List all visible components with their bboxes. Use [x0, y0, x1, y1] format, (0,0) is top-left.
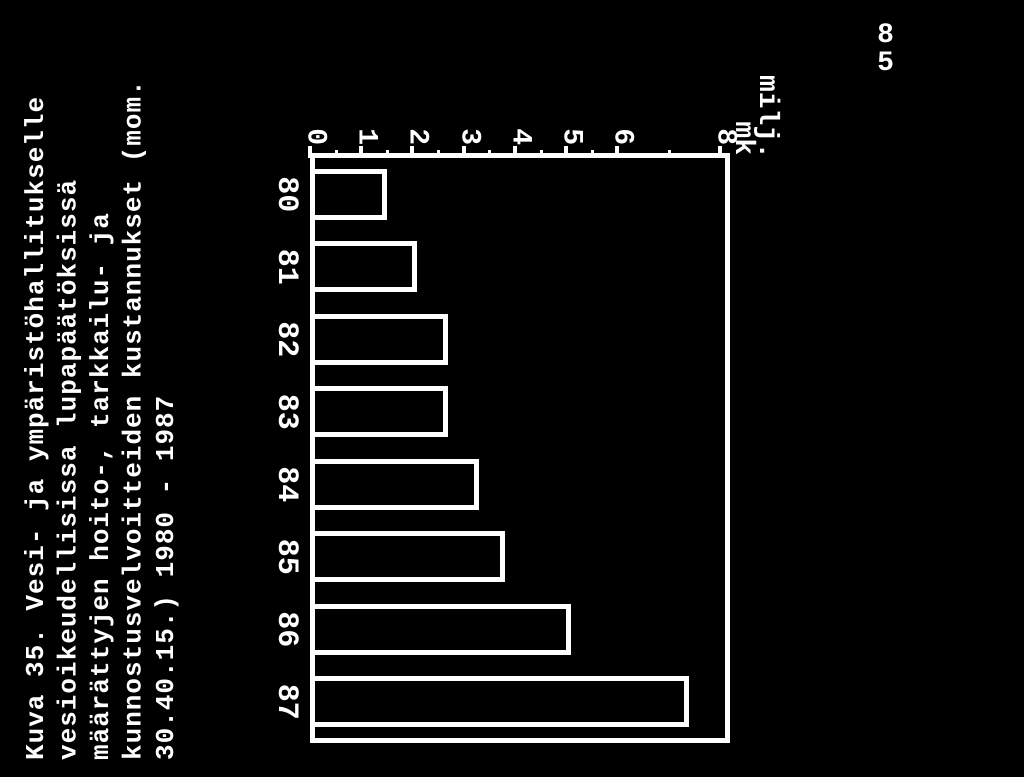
bar	[315, 169, 387, 220]
page-number: 85	[870, 20, 901, 76]
y-tick-label: 3	[453, 95, 484, 145]
x-tick-label: 83	[269, 394, 303, 430]
plot-area: 8081828384858687	[310, 153, 730, 743]
y-minor-tick	[591, 150, 594, 158]
bar	[315, 386, 448, 437]
y-minor-tick	[488, 150, 491, 158]
x-tick-label: 81	[269, 249, 303, 285]
x-tick-label: 87	[269, 684, 303, 720]
y-tick-label: 4	[505, 95, 536, 145]
y-tick-label: 0	[300, 95, 331, 145]
bar	[315, 676, 689, 727]
y-tick	[513, 146, 517, 158]
bar	[315, 314, 448, 365]
figure-caption: Kuva 35. Vesi- ja ympäristöhallitukselle…	[20, 20, 190, 760]
y-tick	[462, 146, 466, 158]
y-tick-label: 1	[351, 95, 382, 145]
bar	[315, 241, 418, 292]
y-tick-label: 5	[556, 95, 587, 145]
y-minor-tick	[386, 150, 389, 158]
y-tick	[718, 146, 722, 158]
bar	[315, 531, 505, 582]
y-tick-label: 2	[402, 95, 433, 145]
y-tick	[308, 146, 312, 158]
y-tick	[616, 146, 620, 158]
x-tick-label: 86	[269, 611, 303, 647]
y-minor-tick	[540, 150, 543, 158]
y-tick-label: 8	[710, 95, 741, 145]
x-tick-label: 84	[269, 466, 303, 502]
y-minor-tick	[335, 150, 338, 158]
x-tick-label: 80	[269, 176, 303, 212]
y-tick-label: 6	[607, 95, 638, 145]
bar-chart: milj.mk 01234568 8081828384858687	[125, 130, 845, 700]
y-minor-tick	[437, 150, 440, 158]
x-tick-label: 85	[269, 539, 303, 575]
bar	[315, 604, 571, 655]
y-tick	[411, 146, 415, 158]
y-tick	[564, 146, 568, 158]
y-tick	[359, 146, 363, 158]
y-minor-tick	[668, 150, 671, 158]
x-tick-label: 82	[269, 321, 303, 357]
bar	[315, 459, 479, 510]
